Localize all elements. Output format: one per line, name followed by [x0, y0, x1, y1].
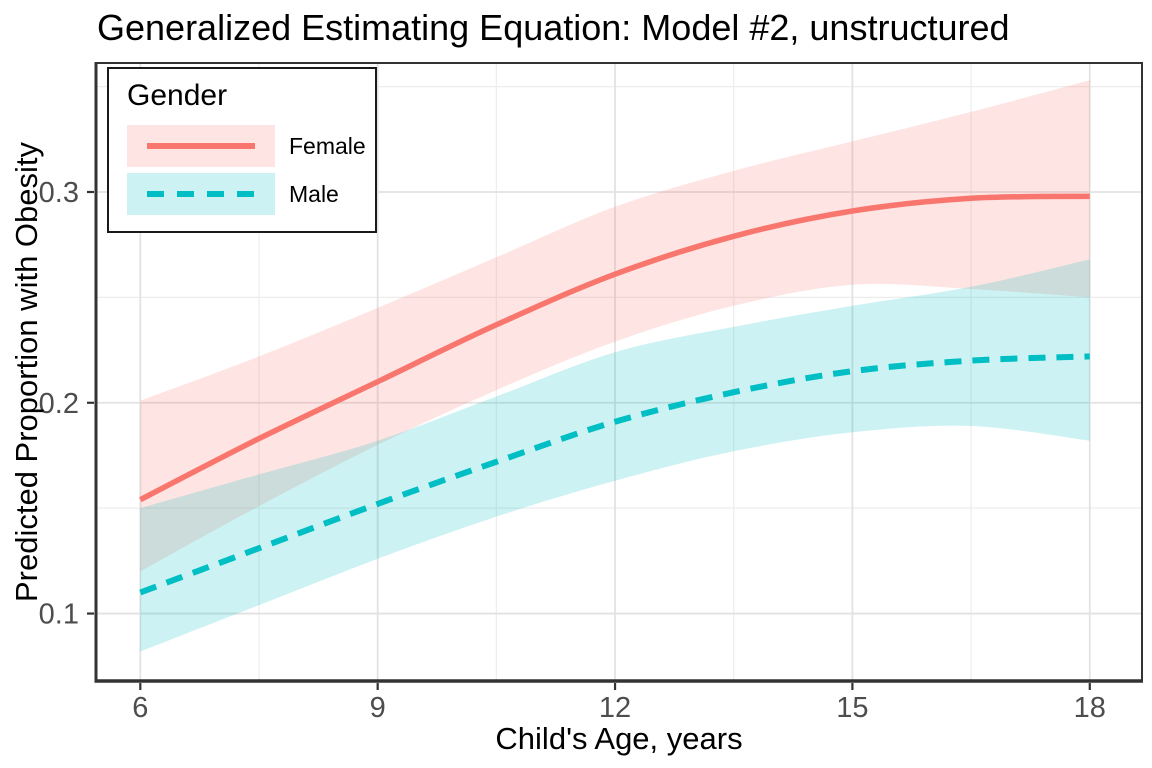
legend-entry-female: Female — [127, 125, 375, 167]
y-tick-label: 0.2 — [39, 388, 79, 420]
legend-entry-male: Male — [127, 173, 375, 215]
plot-title: Generalized Estimating Equation: Model #… — [97, 7, 1010, 48]
legend-entries: Female Male — [127, 125, 375, 215]
male-line — [139, 353, 1090, 596]
female-legend-key — [127, 125, 275, 167]
legend-box: Gender Female Male — [107, 67, 377, 233]
male-legend-key — [127, 173, 275, 215]
female-legend-line-sample — [147, 143, 255, 149]
male-ci-ribbon — [140, 259, 1090, 652]
x-tick-label: 9 — [370, 692, 386, 724]
y-tick-label: 0.1 — [39, 599, 79, 631]
legend-label: Male — [289, 180, 339, 207]
x-tick-label: 15 — [836, 692, 868, 724]
x-tick-label: 6 — [132, 692, 148, 724]
female-ci-ribbon — [140, 80, 1090, 572]
y-axis-title: Predicted Proportion with Obesity — [9, 141, 44, 603]
x-tick-label: 18 — [1074, 692, 1106, 724]
male-legend-line-sample — [147, 191, 255, 197]
x-tick-label: 12 — [599, 692, 631, 724]
legend-title: Gender — [127, 79, 228, 112]
x-axis-title: Child's Age, years — [495, 721, 743, 756]
legend-label: Female — [289, 132, 366, 159]
female-line — [139, 193, 1090, 503]
y-tick-label: 0.3 — [39, 177, 79, 209]
